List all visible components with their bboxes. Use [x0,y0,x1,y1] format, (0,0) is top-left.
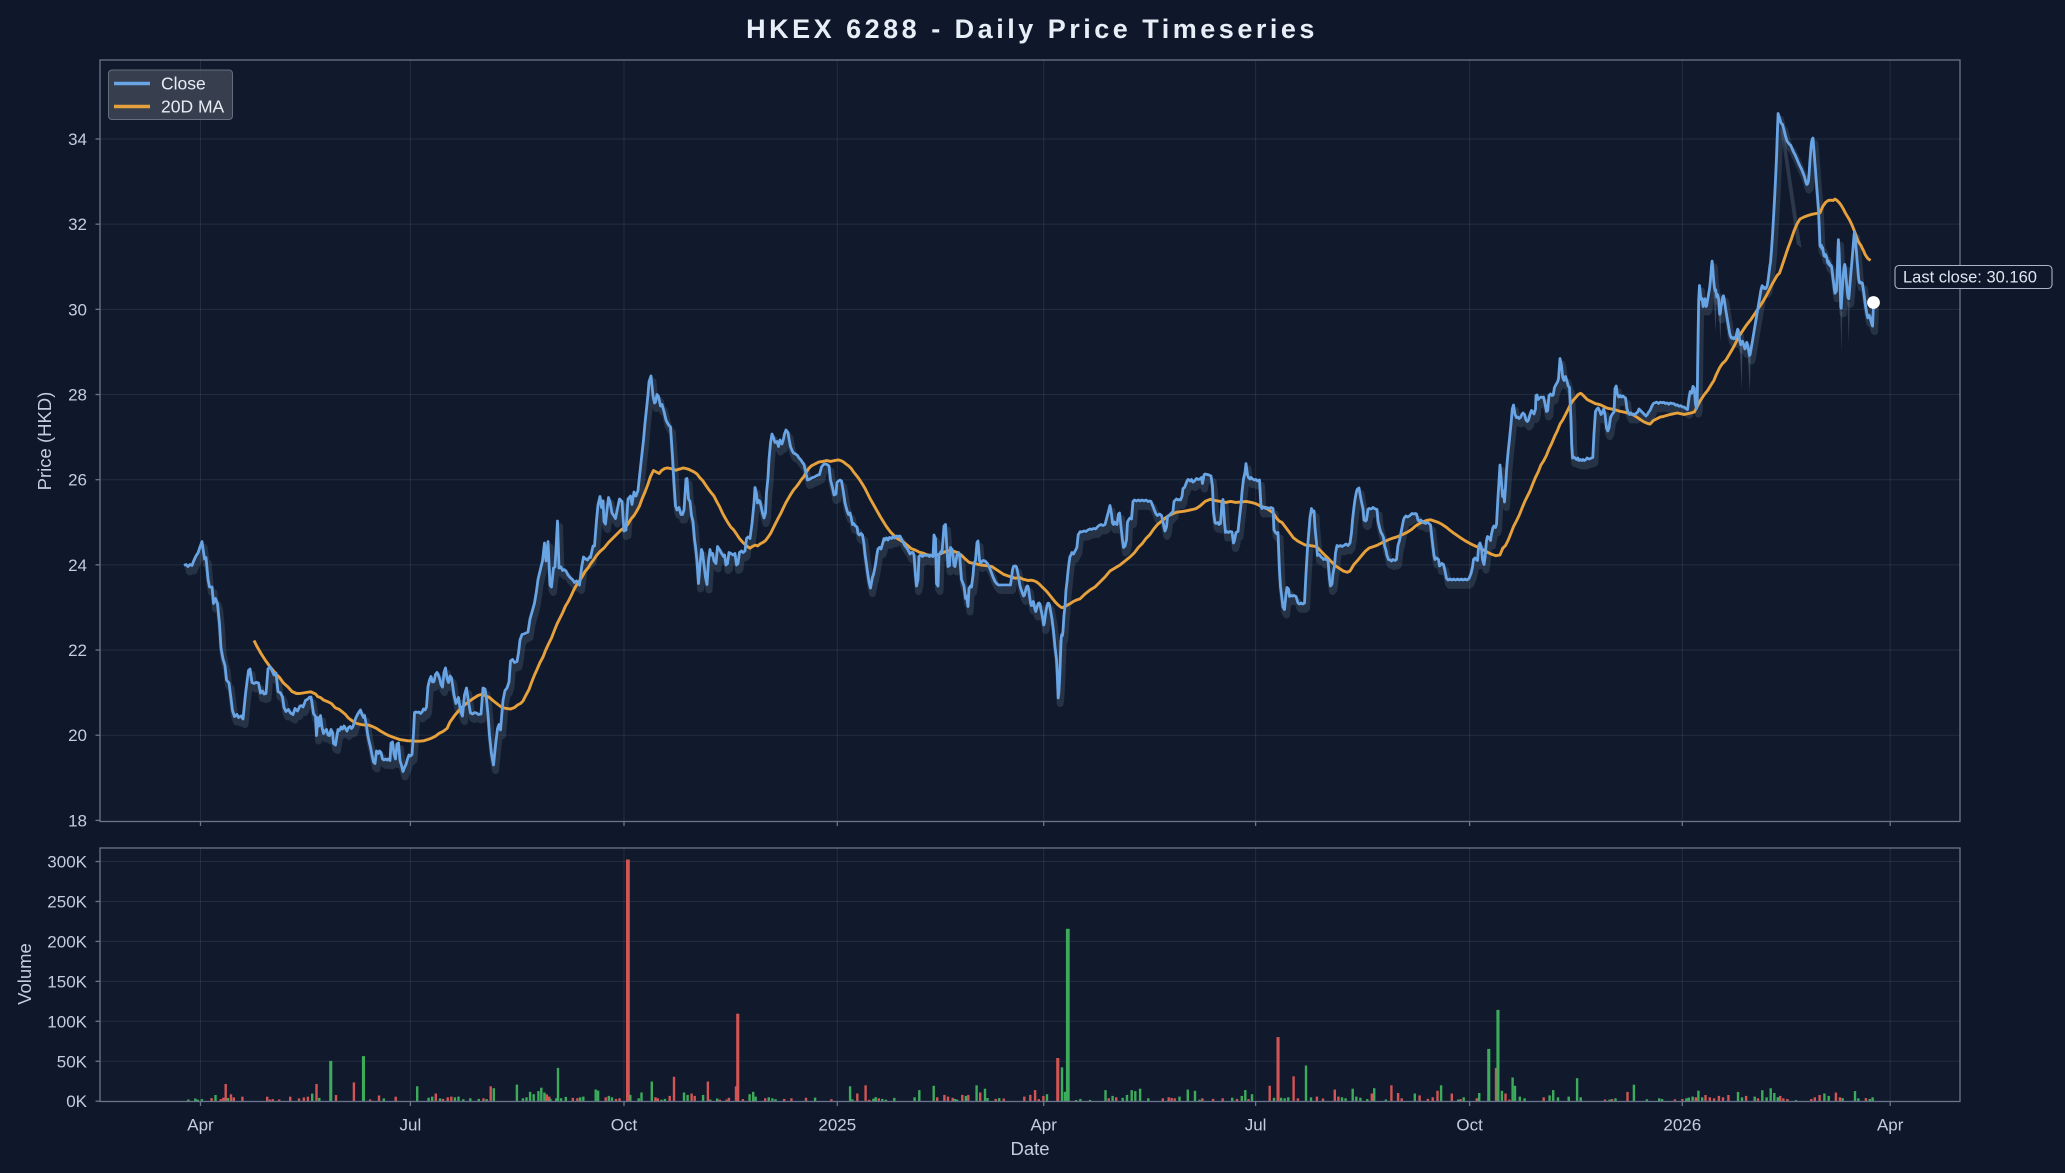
svg-text:2025: 2025 [818,1116,856,1135]
svg-text:32: 32 [68,215,87,234]
svg-text:28: 28 [68,386,87,405]
svg-text:Oct: Oct [1456,1116,1483,1135]
svg-text:HKEX 6288 - Daily Price Timese: HKEX 6288 - Daily Price Timeseries [746,14,1318,44]
svg-text:Apr: Apr [187,1116,214,1135]
svg-text:30: 30 [68,300,87,319]
svg-text:Jul: Jul [1245,1116,1267,1135]
svg-text:24: 24 [68,556,87,575]
svg-text:100K: 100K [47,1012,87,1031]
svg-text:Volume: Volume [14,943,35,1005]
svg-text:250K: 250K [47,892,87,911]
svg-text:26: 26 [68,471,87,490]
svg-text:150K: 150K [47,972,87,991]
svg-text:Jul: Jul [400,1116,422,1135]
svg-text:20D MA: 20D MA [161,97,225,117]
svg-text:2026: 2026 [1663,1116,1701,1135]
svg-text:34: 34 [68,130,87,149]
svg-text:Date: Date [1010,1138,1049,1159]
svg-text:200K: 200K [47,932,87,951]
svg-text:0K: 0K [66,1092,87,1111]
svg-text:18: 18 [68,811,87,830]
svg-text:50K: 50K [57,1052,88,1071]
svg-text:300K: 300K [47,853,87,872]
svg-text:22: 22 [68,641,87,660]
svg-text:Oct: Oct [611,1116,638,1135]
svg-text:Apr: Apr [1877,1116,1904,1135]
svg-text:20: 20 [68,726,87,745]
svg-text:Price (HKD): Price (HKD) [34,392,55,491]
svg-text:Close: Close [161,74,206,94]
svg-text:Apr: Apr [1030,1116,1057,1135]
svg-text:Last close: 30.160: Last close: 30.160 [1903,269,2037,287]
